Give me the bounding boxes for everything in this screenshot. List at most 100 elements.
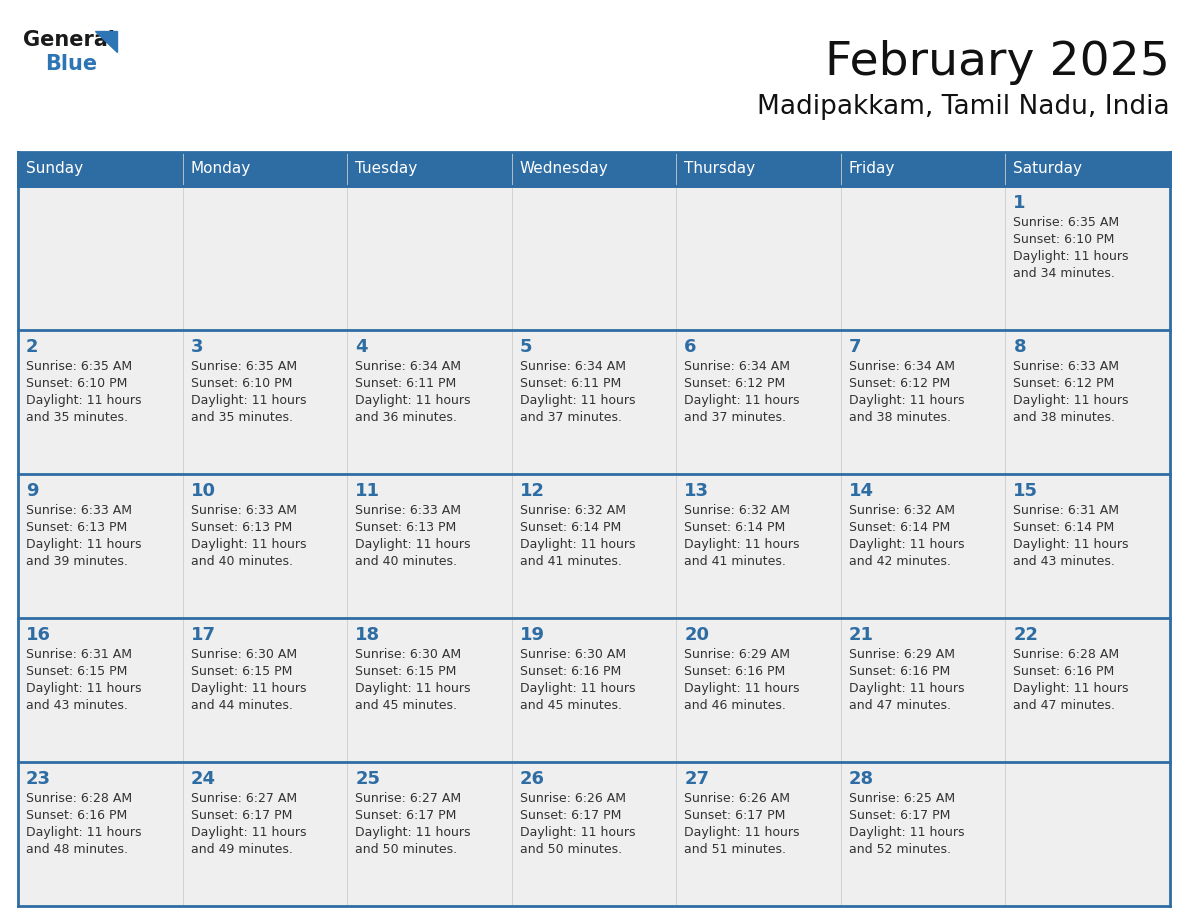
Bar xyxy=(512,618,676,762)
Text: 10: 10 xyxy=(190,482,215,500)
Text: Sunrise: 6:34 AM: Sunrise: 6:34 AM xyxy=(684,360,790,373)
Text: and 39 minutes.: and 39 minutes. xyxy=(26,555,128,568)
Text: Daylight: 11 hours: Daylight: 11 hours xyxy=(1013,538,1129,551)
Text: Blue: Blue xyxy=(45,54,97,74)
Bar xyxy=(347,330,512,474)
Text: Daylight: 11 hours: Daylight: 11 hours xyxy=(26,826,141,839)
Text: General: General xyxy=(23,30,115,50)
Text: and 43 minutes.: and 43 minutes. xyxy=(26,699,128,712)
Text: Madipakkam, Tamil Nadu, India: Madipakkam, Tamil Nadu, India xyxy=(758,94,1170,120)
Bar xyxy=(676,474,841,618)
Bar xyxy=(512,186,676,330)
Text: Daylight: 11 hours: Daylight: 11 hours xyxy=(26,538,141,551)
Text: Sunset: 6:17 PM: Sunset: 6:17 PM xyxy=(190,809,292,822)
Text: and 37 minutes.: and 37 minutes. xyxy=(519,411,621,424)
Text: Sunrise: 6:34 AM: Sunrise: 6:34 AM xyxy=(355,360,461,373)
Text: Saturday: Saturday xyxy=(1013,162,1082,176)
Text: Sunset: 6:16 PM: Sunset: 6:16 PM xyxy=(849,665,950,678)
Text: Daylight: 11 hours: Daylight: 11 hours xyxy=(1013,250,1129,263)
Text: February 2025: February 2025 xyxy=(826,40,1170,85)
Text: 9: 9 xyxy=(26,482,38,500)
Text: Friday: Friday xyxy=(849,162,896,176)
Text: 17: 17 xyxy=(190,626,215,644)
Text: and 34 minutes.: and 34 minutes. xyxy=(1013,267,1116,280)
Text: and 36 minutes.: and 36 minutes. xyxy=(355,411,457,424)
Text: Thursday: Thursday xyxy=(684,162,756,176)
Text: Wednesday: Wednesday xyxy=(519,162,608,176)
Text: Sunrise: 6:34 AM: Sunrise: 6:34 AM xyxy=(849,360,955,373)
Text: 27: 27 xyxy=(684,770,709,788)
Text: Daylight: 11 hours: Daylight: 11 hours xyxy=(190,682,307,695)
Text: Sunrise: 6:28 AM: Sunrise: 6:28 AM xyxy=(1013,648,1119,661)
Text: Daylight: 11 hours: Daylight: 11 hours xyxy=(684,826,800,839)
Text: 22: 22 xyxy=(1013,626,1038,644)
Text: Daylight: 11 hours: Daylight: 11 hours xyxy=(519,682,636,695)
Text: 1: 1 xyxy=(1013,194,1026,212)
Text: Sunrise: 6:29 AM: Sunrise: 6:29 AM xyxy=(849,648,955,661)
Text: 18: 18 xyxy=(355,626,380,644)
Text: Sunset: 6:14 PM: Sunset: 6:14 PM xyxy=(849,521,950,534)
Text: 25: 25 xyxy=(355,770,380,788)
Text: and 37 minutes.: and 37 minutes. xyxy=(684,411,786,424)
Bar xyxy=(18,762,183,906)
Text: Sunset: 6:10 PM: Sunset: 6:10 PM xyxy=(26,377,127,390)
Text: Sunset: 6:15 PM: Sunset: 6:15 PM xyxy=(355,665,456,678)
Text: and 52 minutes.: and 52 minutes. xyxy=(849,843,950,856)
Bar xyxy=(18,474,183,618)
Text: 15: 15 xyxy=(1013,482,1038,500)
Bar xyxy=(1005,474,1170,618)
Bar xyxy=(512,762,676,906)
Text: Sunset: 6:17 PM: Sunset: 6:17 PM xyxy=(849,809,950,822)
Text: Sunrise: 6:34 AM: Sunrise: 6:34 AM xyxy=(519,360,626,373)
Bar xyxy=(841,474,1005,618)
Text: Sunset: 6:11 PM: Sunset: 6:11 PM xyxy=(519,377,621,390)
Text: Sunrise: 6:26 AM: Sunrise: 6:26 AM xyxy=(684,792,790,805)
Text: Sunrise: 6:29 AM: Sunrise: 6:29 AM xyxy=(684,648,790,661)
Text: Sunrise: 6:31 AM: Sunrise: 6:31 AM xyxy=(1013,504,1119,517)
Text: Sunset: 6:14 PM: Sunset: 6:14 PM xyxy=(1013,521,1114,534)
Bar xyxy=(183,330,347,474)
Text: Sunrise: 6:31 AM: Sunrise: 6:31 AM xyxy=(26,648,132,661)
Text: Sunset: 6:12 PM: Sunset: 6:12 PM xyxy=(1013,377,1114,390)
Bar xyxy=(1005,762,1170,906)
Text: and 35 minutes.: and 35 minutes. xyxy=(26,411,128,424)
Text: and 44 minutes.: and 44 minutes. xyxy=(190,699,292,712)
Text: 11: 11 xyxy=(355,482,380,500)
Text: and 46 minutes.: and 46 minutes. xyxy=(684,699,786,712)
Bar xyxy=(512,474,676,618)
Text: Monday: Monday xyxy=(190,162,251,176)
Text: Sunset: 6:11 PM: Sunset: 6:11 PM xyxy=(355,377,456,390)
Text: Sunrise: 6:26 AM: Sunrise: 6:26 AM xyxy=(519,792,626,805)
Text: Sunset: 6:13 PM: Sunset: 6:13 PM xyxy=(26,521,127,534)
Text: Daylight: 11 hours: Daylight: 11 hours xyxy=(519,826,636,839)
Text: Sunset: 6:17 PM: Sunset: 6:17 PM xyxy=(355,809,456,822)
Text: 7: 7 xyxy=(849,338,861,356)
Text: Daylight: 11 hours: Daylight: 11 hours xyxy=(355,826,470,839)
Text: Daylight: 11 hours: Daylight: 11 hours xyxy=(1013,394,1129,407)
Text: Sunrise: 6:32 AM: Sunrise: 6:32 AM xyxy=(849,504,955,517)
Text: and 48 minutes.: and 48 minutes. xyxy=(26,843,128,856)
Text: 23: 23 xyxy=(26,770,51,788)
Bar xyxy=(1005,186,1170,330)
Text: and 47 minutes.: and 47 minutes. xyxy=(849,699,950,712)
Text: Sunset: 6:16 PM: Sunset: 6:16 PM xyxy=(26,809,127,822)
Text: Daylight: 11 hours: Daylight: 11 hours xyxy=(849,682,965,695)
Bar xyxy=(18,152,1170,186)
Text: 14: 14 xyxy=(849,482,874,500)
Text: Daylight: 11 hours: Daylight: 11 hours xyxy=(849,538,965,551)
Text: and 50 minutes.: and 50 minutes. xyxy=(355,843,457,856)
Text: and 51 minutes.: and 51 minutes. xyxy=(684,843,786,856)
Text: 4: 4 xyxy=(355,338,367,356)
Text: 13: 13 xyxy=(684,482,709,500)
Bar xyxy=(841,762,1005,906)
Text: 26: 26 xyxy=(519,770,545,788)
Text: Daylight: 11 hours: Daylight: 11 hours xyxy=(684,394,800,407)
Text: 8: 8 xyxy=(1013,338,1026,356)
Text: Sunset: 6:16 PM: Sunset: 6:16 PM xyxy=(684,665,785,678)
Bar xyxy=(1005,330,1170,474)
Text: and 38 minutes.: and 38 minutes. xyxy=(1013,411,1116,424)
Text: 16: 16 xyxy=(26,626,51,644)
Text: Daylight: 11 hours: Daylight: 11 hours xyxy=(355,538,470,551)
Text: Sunrise: 6:32 AM: Sunrise: 6:32 AM xyxy=(684,504,790,517)
Text: Sunrise: 6:35 AM: Sunrise: 6:35 AM xyxy=(26,360,132,373)
